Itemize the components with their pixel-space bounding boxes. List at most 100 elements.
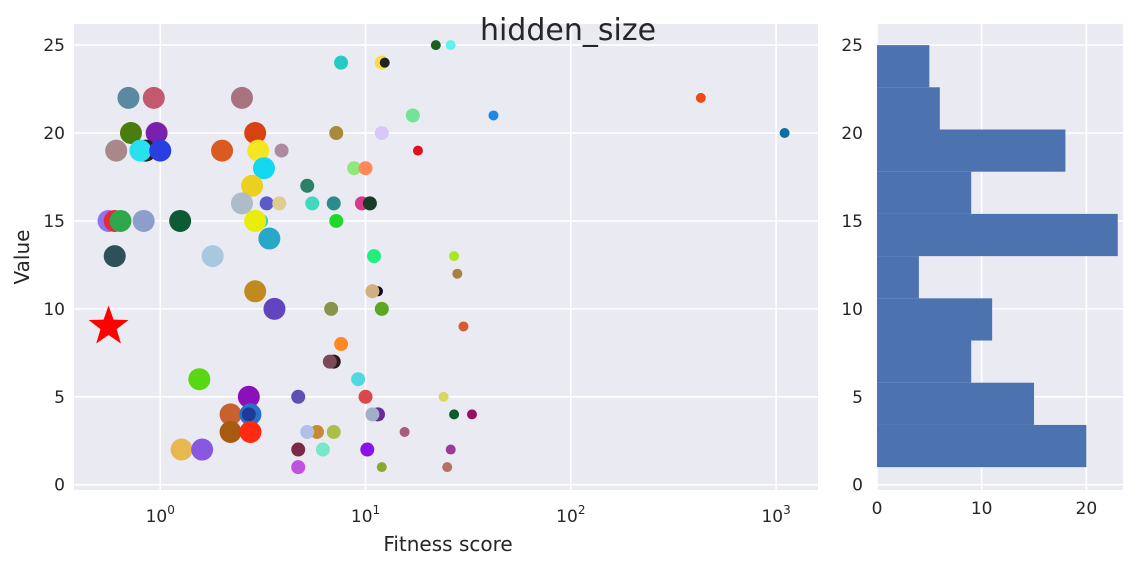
histogram-bar <box>877 171 972 214</box>
data-point <box>365 407 380 422</box>
data-point <box>142 86 165 109</box>
data-point <box>132 209 155 232</box>
data-point <box>449 251 460 262</box>
data-point <box>305 196 320 211</box>
data-point <box>300 178 315 193</box>
x-tick-labels: 100 101 102 103 <box>146 503 791 527</box>
histogram-bar <box>877 424 1087 468</box>
data-point <box>274 143 289 158</box>
data-point <box>259 196 274 211</box>
data-point <box>230 86 253 109</box>
data-point <box>367 249 382 264</box>
data-point <box>452 268 463 279</box>
data-point <box>247 139 270 162</box>
data-point <box>272 196 287 211</box>
data-point <box>291 389 306 404</box>
data-point <box>326 196 341 211</box>
data-point <box>334 55 349 70</box>
data-point <box>149 139 172 162</box>
data-point <box>201 245 224 268</box>
data-point <box>376 462 387 473</box>
data-point <box>230 192 253 215</box>
data-point <box>405 108 420 123</box>
data-point <box>188 368 211 391</box>
y-tick-label: 25 <box>43 36 65 56</box>
data-point <box>109 209 132 232</box>
data-point <box>695 92 706 103</box>
data-point <box>379 57 390 68</box>
data-point <box>374 301 389 316</box>
data-point <box>442 462 453 473</box>
hist-x-tick-label: 10 <box>971 499 993 519</box>
data-point <box>412 145 423 156</box>
histogram-bar <box>877 129 1066 172</box>
data-point <box>488 110 499 121</box>
data-point <box>105 139 128 162</box>
best-marker <box>88 305 129 344</box>
data-point <box>219 420 242 443</box>
data-point <box>129 139 152 162</box>
data-point <box>466 409 477 420</box>
chart-title: hidden_size <box>480 13 656 48</box>
data-point <box>365 284 380 299</box>
histogram-panel: 0 10 20 0 5 10 15 20 25 <box>841 24 1123 519</box>
data-point <box>329 213 344 228</box>
histogram-bar <box>877 87 940 130</box>
data-point <box>449 409 460 420</box>
hist-x-tick-label: 0 <box>872 499 883 519</box>
data-point <box>445 444 456 455</box>
data-point <box>291 442 306 457</box>
hist-y-tick-label: 10 <box>841 300 863 320</box>
data-point <box>438 391 449 402</box>
data-point <box>244 209 267 232</box>
x-axis-label: Fitness score <box>383 532 512 556</box>
histogram-y-tick-labels: 0 5 10 15 20 25 <box>841 36 863 496</box>
data-point <box>252 157 275 180</box>
data-point <box>191 438 214 461</box>
y-tick-label: 5 <box>54 388 65 408</box>
data-point <box>334 337 349 352</box>
scatter-points <box>97 40 790 475</box>
histogram-x-tick-labels: 0 10 20 <box>872 499 1098 519</box>
data-point <box>211 139 234 162</box>
data-point <box>358 161 373 176</box>
data-point <box>241 174 264 197</box>
y-tick-label: 10 <box>43 300 65 320</box>
data-point <box>309 424 324 439</box>
data-point <box>170 438 193 461</box>
data-point <box>117 86 140 109</box>
data-point <box>258 227 281 250</box>
data-point <box>241 407 256 422</box>
data-point <box>347 161 362 176</box>
data-point <box>351 372 366 387</box>
histogram-bar <box>877 45 930 88</box>
y-axis-label: Value <box>10 230 34 285</box>
data-point <box>291 460 306 475</box>
histogram-bar <box>877 382 1035 425</box>
data-point <box>360 442 375 457</box>
data-point <box>300 424 315 439</box>
y-tick-label: 0 <box>54 476 65 496</box>
data-point <box>169 209 192 232</box>
y-tick-label: 20 <box>43 124 65 144</box>
data-point <box>244 280 267 303</box>
histogram-bar <box>877 213 1118 257</box>
hist-x-tick-label: 20 <box>1076 499 1098 519</box>
data-point <box>399 426 410 437</box>
y-tick-label: 15 <box>43 212 65 232</box>
data-point <box>326 424 341 439</box>
histogram-bar <box>877 340 972 383</box>
histogram-bar <box>877 256 919 299</box>
x-tick-label: 103 <box>761 503 790 527</box>
hist-y-tick-label: 0 <box>852 476 863 496</box>
data-point <box>430 40 441 51</box>
data-point <box>145 122 168 145</box>
y-tick-labels: 0 5 10 15 20 25 <box>43 36 65 496</box>
data-point <box>237 385 260 408</box>
data-point <box>315 442 330 457</box>
hist-y-tick-label: 15 <box>841 212 863 232</box>
data-point <box>362 196 377 211</box>
data-point <box>374 126 389 141</box>
x-tick-label: 100 <box>146 503 175 527</box>
x-tick-label: 102 <box>556 503 585 527</box>
